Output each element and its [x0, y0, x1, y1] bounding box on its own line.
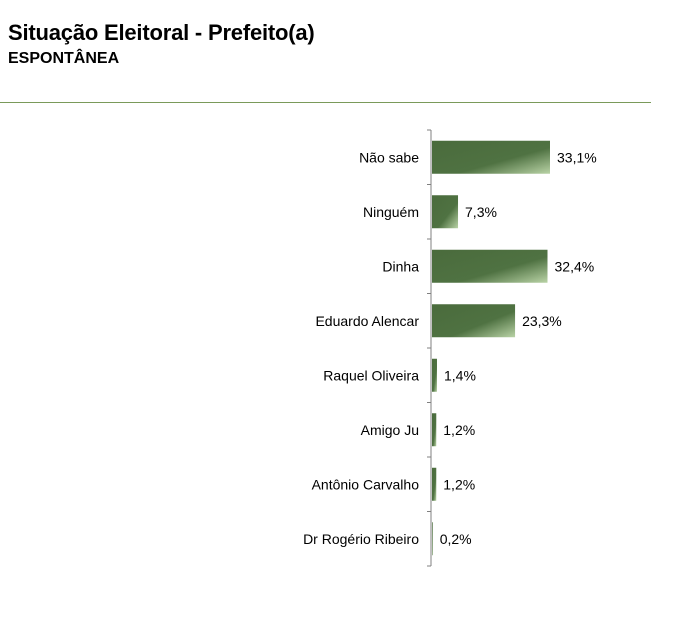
data-label: 0,2% [440, 531, 472, 547]
data-label: 1,4% [444, 367, 476, 383]
bar [432, 413, 437, 447]
category-label: Antônio Carvalho [312, 476, 420, 492]
page-subtitle: ESPONTÂNEA [8, 50, 120, 67]
category-label: Não sabe [359, 149, 419, 165]
category-label: Dr Rogério Ribeiro [303, 531, 419, 547]
header-divider [0, 102, 651, 103]
page-title: Situação Eleitoral - Prefeito(a) [8, 20, 315, 45]
data-label: 33,1% [557, 149, 597, 165]
category-label: Eduardo Alencar [315, 313, 419, 329]
data-label: 7,3% [465, 204, 497, 220]
bar [432, 140, 550, 174]
bar [432, 467, 437, 501]
category-label: Ninguém [363, 204, 419, 220]
category-label: Amigo Ju [361, 422, 419, 438]
data-label: 23,3% [522, 313, 562, 329]
data-label: 32,4% [555, 258, 595, 274]
bar [432, 304, 516, 338]
data-label: 1,2% [443, 422, 475, 438]
bar [432, 249, 548, 283]
bar [432, 522, 433, 556]
bar [432, 358, 437, 392]
category-label: Dinha [382, 258, 419, 274]
data-label: 1,2% [443, 476, 475, 492]
category-label: Raquel Oliveira [323, 367, 419, 383]
bar [432, 195, 459, 229]
